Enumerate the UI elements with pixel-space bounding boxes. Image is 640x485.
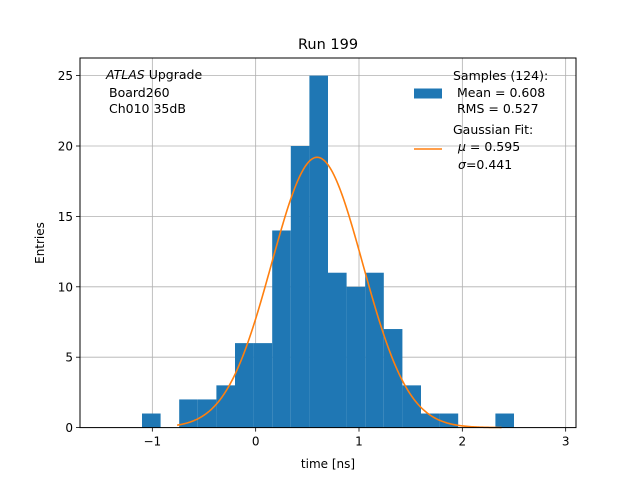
board-label: Board260 bbox=[109, 85, 170, 100]
legend-samples-mean: Mean = 0.608 bbox=[457, 85, 545, 100]
y-axis-label: Entries bbox=[33, 222, 47, 264]
legend-hist-swatch bbox=[414, 88, 442, 99]
histogram-bars bbox=[142, 75, 514, 428]
histogram-bar bbox=[328, 272, 347, 428]
x-tick-label: −1 bbox=[143, 435, 161, 449]
y-tick-label: 0 bbox=[65, 421, 73, 435]
histogram-bar bbox=[346, 286, 366, 428]
channel-label: Ch010 35dB bbox=[109, 101, 186, 116]
legend-fit-mu: μ = 0.595 bbox=[457, 139, 520, 154]
histogram-bar bbox=[383, 329, 403, 428]
legend: Samples (124): Mean = 0.608 RMS = 0.527 … bbox=[414, 68, 548, 172]
histogram-bar bbox=[216, 385, 235, 428]
atlas-label: ATLAS bbox=[105, 67, 145, 82]
mu-symbol: μ bbox=[457, 139, 466, 154]
histogram-bar bbox=[365, 272, 384, 428]
histogram-bar bbox=[309, 75, 328, 428]
gaussian-fit bbox=[176, 156, 502, 429]
y-axis-ticks: 0 5 10 15 20 25 bbox=[58, 69, 80, 435]
legend-fit-sigma: σ=0.441 bbox=[458, 157, 512, 172]
legend-samples-header: Samples (124): bbox=[453, 68, 548, 83]
y-tick-label: 20 bbox=[58, 140, 73, 154]
chart-title: Run 199 bbox=[298, 37, 358, 53]
x-tick-label: 1 bbox=[355, 435, 363, 449]
y-tick-label: 25 bbox=[58, 69, 73, 83]
x-axis-label: time [ns] bbox=[301, 457, 355, 471]
y-tick-label: 15 bbox=[58, 210, 73, 224]
x-axis-ticks: −1 0 1 2 3 bbox=[143, 427, 570, 449]
x-tick-label: 0 bbox=[252, 435, 260, 449]
y-tick-label: 5 bbox=[65, 351, 73, 365]
histogram-bar bbox=[272, 230, 291, 428]
histogram-bar bbox=[290, 146, 310, 428]
y-tick-label: 10 bbox=[58, 280, 73, 294]
histogram-bar bbox=[402, 385, 421, 428]
mu-value: = 0.595 bbox=[466, 139, 520, 154]
histogram-bar bbox=[421, 413, 440, 428]
x-tick-label: 3 bbox=[562, 435, 570, 449]
x-tick-label: 2 bbox=[459, 435, 467, 449]
sigma-value: =0.441 bbox=[466, 157, 512, 172]
histogram-bar bbox=[235, 343, 254, 428]
sigma-symbol: σ bbox=[458, 157, 467, 172]
histogram-bar bbox=[142, 413, 161, 428]
plot-frame bbox=[79, 57, 577, 429]
legend-fit-header: Gaussian Fit: bbox=[453, 122, 533, 137]
histogram-bar bbox=[253, 343, 273, 428]
atlas-annotation: ATLAS Upgrade bbox=[105, 67, 202, 82]
legend-samples-rms: RMS = 0.527 bbox=[457, 101, 539, 116]
atlas-suffix: Upgrade bbox=[145, 67, 203, 82]
fit-curve bbox=[176, 156, 502, 429]
histogram-bar bbox=[495, 413, 514, 428]
